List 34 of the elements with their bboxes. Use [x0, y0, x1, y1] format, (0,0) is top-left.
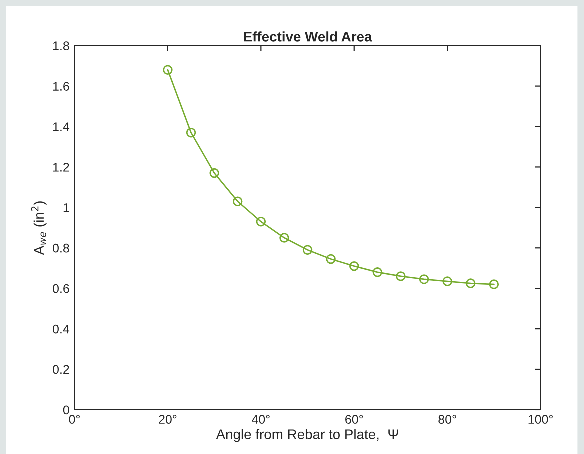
- x-tick-label: 60°: [346, 415, 364, 424]
- point: [350, 261, 360, 272]
- point: [163, 65, 173, 75]
- point: [233, 196, 243, 206]
- y-tick-label: 1.6: [53, 82, 70, 91]
- point: [442, 276, 452, 286]
- chart-title: Effective Weld Area: [244, 32, 372, 42]
- y-axis-title: A$_{we}$ (in$^{2}$): [31, 202, 47, 256]
- y-tick-label: 1.4: [53, 122, 70, 132]
- point: [210, 168, 220, 178]
- point: [256, 216, 266, 227]
- x-axis-title: Angle from Rebar to Plate, Ψ: [216, 429, 398, 442]
- x-tick-label: 80°: [438, 415, 456, 424]
- point: [372, 268, 383, 278]
- point: [326, 254, 336, 264]
- y-tick-label: 0.6: [53, 284, 70, 294]
- point: [186, 128, 196, 138]
- x-tick-label: 40°: [252, 415, 270, 424]
- point: [396, 272, 406, 282]
- y-tick-label: 1.2: [53, 163, 70, 172]
- point: [302, 245, 313, 256]
- x-tick-label: 100°: [528, 415, 553, 424]
- y-tick-label: 1.8: [53, 42, 70, 51]
- point: [419, 274, 430, 284]
- y-tick-label: 0.4: [53, 324, 70, 334]
- y-tick-label: 0.8: [53, 244, 70, 253]
- point: [489, 280, 500, 290]
- y-tick-label: 1: [64, 204, 70, 212]
- x-tick-label: 20°: [159, 415, 177, 424]
- point: [280, 233, 290, 243]
- point: [466, 278, 476, 288]
- y-tick-label: 0.2: [53, 365, 70, 374]
- y-tick-label: 0: [63, 406, 70, 415]
- x-tick-label: 0°: [69, 415, 80, 424]
